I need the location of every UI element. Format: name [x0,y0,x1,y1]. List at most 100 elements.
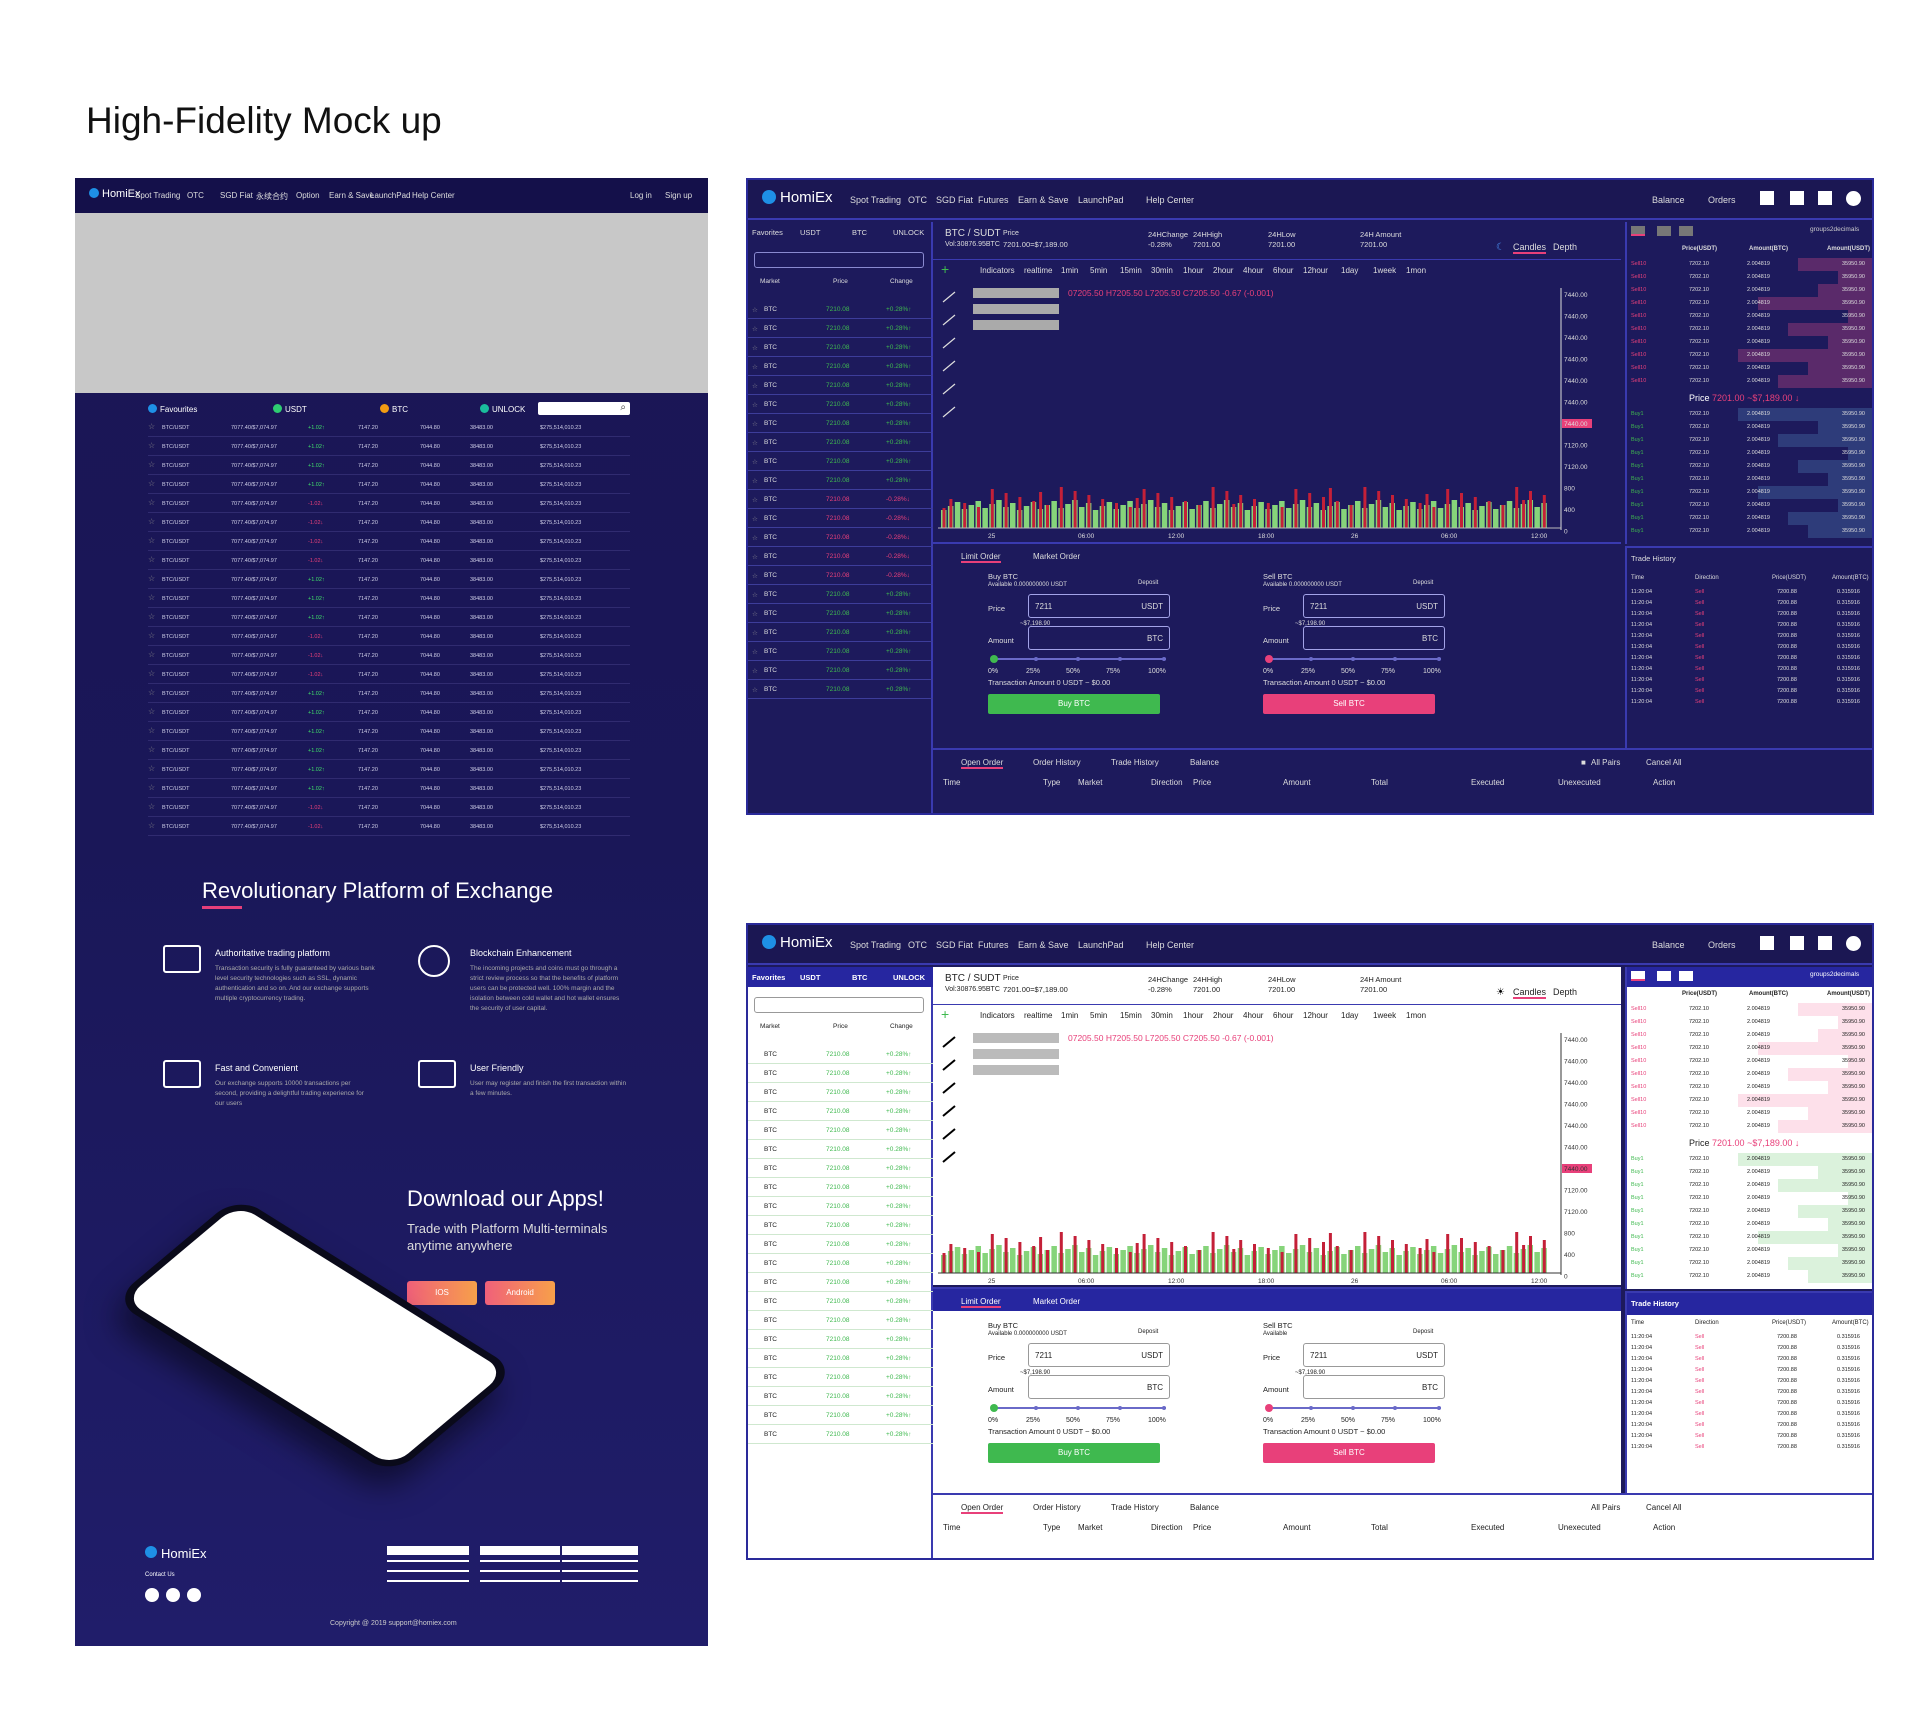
interval-12hour[interactable]: 12hour [1303,266,1328,275]
cancel-all-button[interactable]: Cancel All [1646,758,1682,767]
limit-order-tab[interactable]: Limit Order [961,552,1001,563]
ios-download-button[interactable]: IOS [407,1281,477,1305]
market-order-tab[interactable]: Market Order [1033,552,1081,561]
sell-order-row[interactable]: Sell10 7202.10 2.004819 35950.90 [1627,362,1872,375]
depth-tab[interactable]: Depth [1553,987,1578,997]
nav-item[interactable]: Option [296,191,320,200]
nav-item[interactable]: Futures [978,940,1009,950]
buy-order-row[interactable]: Buy1 7202.10 2.004819 35950.90 [1627,1205,1872,1218]
nav-item[interactable]: Spot Trading [850,940,902,950]
balance-link[interactable]: Balance [1652,195,1685,205]
market-tab[interactable]: UNLOCK [893,973,926,982]
sell-amount-input[interactable]: BTC [1303,626,1445,650]
star-icon[interactable]: ☆ [148,783,156,792]
sell-order-row[interactable]: Sell10 7202.10 2.004819 35950.90 [1627,284,1872,297]
table-row[interactable]: ☆ BTC/USDT 7077.40/$7,074.97 -1.02↓ 7147.20 7… [148,798,630,817]
market-row[interactable]: ☆ BTC 7210.08 +0.28%↑ [748,1330,933,1349]
interval-2hour[interactable]: 2hour [1213,1011,1234,1020]
nav-item[interactable]: OTC [908,940,927,950]
sell-order-row[interactable]: Sell10 7202.10 2.004819 35950.90 [1627,349,1872,362]
slider-stop[interactable] [1437,1406,1441,1410]
social-icon[interactable] [166,1588,180,1602]
nav-item[interactable]: Spot Trading [135,191,181,200]
nav-action-icon[interactable] [1760,936,1774,950]
nav-item[interactable]: LaunchPad [1078,195,1124,205]
buy-order-row[interactable]: Buy1 7202.10 2.004819 35950.90 [1627,434,1872,447]
buy-order-row[interactable]: Buy1 7202.10 2.004819 35950.90 [1627,512,1872,525]
nav-item[interactable]: OTC [908,195,927,205]
nav-item[interactable]: OTC [187,191,204,200]
slider-stop[interactable] [1076,657,1080,661]
interval-1week[interactable]: 1week [1373,1011,1397,1020]
star-icon[interactable]: ☆ [752,573,758,580]
star-icon[interactable]: ☆ [752,1318,758,1325]
checkbox-icon[interactable]: ■ [1581,758,1586,767]
order-tab[interactable]: Open Order [961,758,1004,769]
book-view-icon[interactable] [1679,226,1693,236]
sell-btc-button[interactable]: Sell BTC [1263,694,1435,714]
star-icon[interactable]: ☆ [148,460,156,469]
all-pairs-toggle[interactable]: All Pairs [1591,1503,1621,1512]
table-row[interactable]: ☆ BTC/USDT 7077.40/$7,074.97 +1.02↑ 7147.20 7… [148,570,630,589]
draw-tool-icon[interactable] [942,1151,956,1163]
candles-tab[interactable]: Candles [1513,242,1547,254]
decimal-selector[interactable]: groups2decimals [1810,226,1860,233]
market-row[interactable]: ☆ BTC 7210.08 +0.28%↑ [748,680,933,699]
market-order-tab[interactable]: Market Order [1033,1297,1081,1306]
market-row[interactable]: ☆ BTC 7210.08 -0.28%↓ [748,566,933,585]
market-row[interactable]: ☆ BTC 7210.08 +0.28%↑ [748,585,933,604]
market-tab[interactable]: USDT [800,973,821,982]
slider-stop[interactable] [1309,657,1313,661]
interval-Indicators[interactable]: Indicators [980,1011,1015,1020]
sell-btc-button[interactable]: Sell BTC [1263,1443,1435,1463]
star-icon[interactable]: ☆ [752,1109,758,1116]
star-icon[interactable]: ☆ [752,1394,758,1401]
table-row[interactable]: ☆ BTC/USDT 7077.40/$7,074.97 +1.02↑ 7147.20 7… [148,437,630,456]
slider-stop[interactable] [1034,1406,1038,1410]
market-row[interactable]: ☆ BTC 7210.08 +0.28%↑ [748,1406,933,1425]
star-icon[interactable]: ☆ [148,650,156,659]
footer-link-placeholder[interactable] [562,1560,638,1562]
market-row[interactable]: ☆ BTC 7210.08 +0.28%↑ [748,1349,933,1368]
star-icon[interactable]: ☆ [148,688,156,697]
candlestick-chart[interactable]: 07205.50 H7205.50 L7205.50 C7205.50 -0.6… [933,1025,1621,1285]
draw-tool-icon[interactable] [942,337,956,349]
orders-link[interactable]: Orders [1708,195,1736,205]
market-row[interactable]: ☆ BTC 7210.08 +0.28%↑ [748,414,933,433]
market-row[interactable]: ☆ BTC 7210.08 +0.28%↑ [748,1254,933,1273]
table-row[interactable]: ☆ BTC/USDT 7077.40/$7,074.97 -1.02↓ 7147.20 7… [148,665,630,684]
buy-btc-button[interactable]: Buy BTC [988,1443,1160,1463]
deposit-link[interactable]: Deposit [1413,580,1434,586]
star-icon[interactable]: ☆ [752,516,758,523]
market-row[interactable]: ☆ BTC 7210.08 +0.28%↑ [748,1273,933,1292]
signup-link[interactable]: Sign up [665,191,693,200]
table-row[interactable]: ☆ BTC/USDT 7077.40/$7,074.97 -1.02↓ 7147.20 7… [148,494,630,513]
market-tab[interactable]: BTC [852,228,867,237]
star-icon[interactable]: ☆ [752,497,758,504]
star-icon[interactable]: ☆ [148,422,156,431]
star-icon[interactable]: ☆ [752,478,758,485]
social-icon[interactable] [145,1588,159,1602]
slider-stop[interactable] [1118,1406,1122,1410]
slider-stop[interactable] [1118,657,1122,661]
star-icon[interactable]: ☆ [752,383,758,390]
sell-order-row[interactable]: Sell10 7202.10 2.004819 35950.90 [1627,1107,1872,1120]
star-icon[interactable]: ☆ [148,593,156,602]
star-icon[interactable]: ☆ [752,1375,758,1382]
chart-canvas[interactable]: 07205.50 H7205.50 L7205.50 C7205.50 -0.6… [933,1025,1621,1285]
deposit-link[interactable]: Deposit [1138,1329,1159,1335]
sell-price-input[interactable]: 7211 USDT [1303,594,1445,618]
order-tab[interactable]: Balance [1190,758,1219,767]
market-row[interactable]: ☆ BTC 7210.08 +0.28%↑ [748,623,933,642]
star-icon[interactable]: ☆ [752,649,758,656]
sell-order-row[interactable]: Sell10 7202.10 2.004819 35950.90 [1627,1120,1872,1133]
nav-action-icon[interactable] [1790,936,1804,950]
market-row[interactable]: ☆ BTC 7210.08 +0.28%↑ [748,1368,933,1387]
star-icon[interactable]: ☆ [148,669,156,678]
interval-realtime[interactable]: realtime [1024,1011,1053,1020]
interval-1day[interactable]: 1day [1341,1011,1359,1020]
android-download-button[interactable]: Android [485,1281,555,1305]
sell-order-row[interactable]: Sell10 7202.10 2.004819 35950.90 [1627,1081,1872,1094]
interval-6hour[interactable]: 6hour [1273,266,1294,275]
interval-realtime[interactable]: realtime [1024,266,1053,275]
